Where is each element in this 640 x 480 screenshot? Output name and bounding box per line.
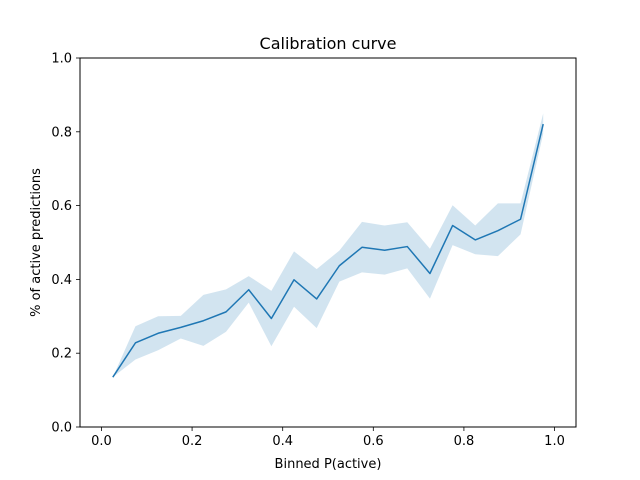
y-tick-label: 0.4 xyxy=(51,273,72,288)
y-tick-label: 0.8 xyxy=(51,125,72,140)
y-tick-label: 1.0 xyxy=(51,52,72,67)
x-tick-label: 0.2 xyxy=(182,434,203,449)
axis-ticks: 0.0 0.2 0.4 0.6 0.8 1.0 0.0 0.2 0.4 0.6 0.8 1.0 xyxy=(51,52,565,450)
x-tick-label: 0.4 xyxy=(272,434,293,449)
plot-area xyxy=(112,113,544,378)
chart-title: Calibration curve xyxy=(260,34,397,53)
confidence-band xyxy=(112,113,544,378)
x-tick-label: 1.0 xyxy=(544,434,565,449)
y-tick-label: 0.0 xyxy=(51,421,72,436)
y-tick-label: 0.6 xyxy=(51,199,72,214)
axes-frame xyxy=(79,57,577,428)
calibration-line xyxy=(112,123,544,378)
x-tick-label: 0.0 xyxy=(91,434,112,449)
x-tick-label: 0.8 xyxy=(454,434,475,449)
y-tick-label: 0.2 xyxy=(51,347,72,362)
y-axis-label: % of active predictions xyxy=(29,168,44,317)
x-axis-label: Binned P(active) xyxy=(275,457,382,472)
x-tick-label: 0.6 xyxy=(363,434,384,449)
